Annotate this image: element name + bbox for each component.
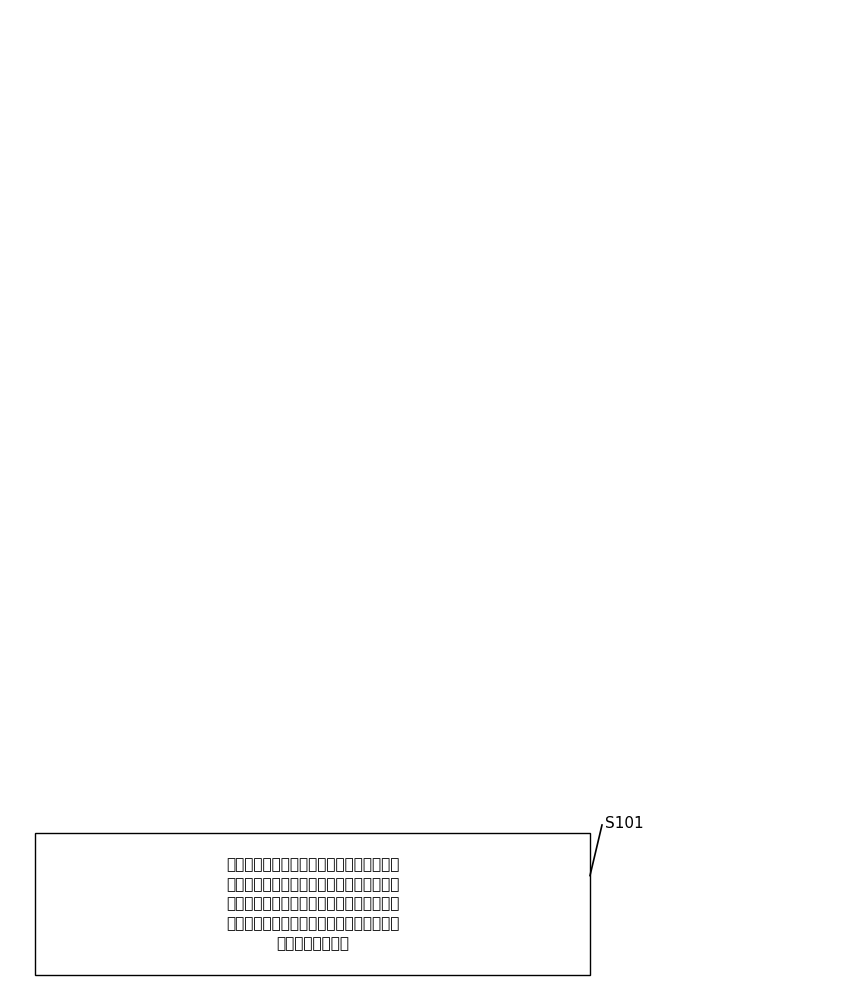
Text: 启动初始化模式，在与待测管路段联通的用
水设备均为关闭状态时，控制待测管路段导
通，在学习周期内，按照预设采样周期获取
管路内壁的采样压力值，根据多个采样压力
: 启动初始化模式，在与待测管路段联通的用 水设备均为关闭状态时，控制待测管路段导 … <box>226 857 399 951</box>
Text: S101: S101 <box>605 816 644 830</box>
Bar <box>35 833 590 975</box>
